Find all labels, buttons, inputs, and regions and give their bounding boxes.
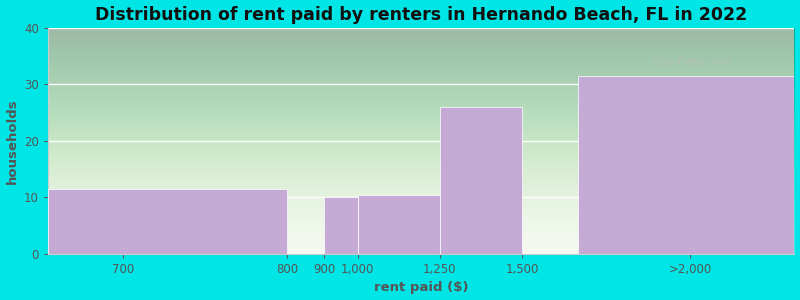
Bar — [578, 76, 794, 254]
Bar — [48, 189, 287, 254]
Bar — [358, 194, 440, 254]
Text: City-Data.com: City-Data.com — [653, 57, 732, 67]
Title: Distribution of rent paid by renters in Hernando Beach, FL in 2022: Distribution of rent paid by renters in … — [95, 6, 747, 24]
Bar — [324, 197, 358, 254]
Bar — [440, 107, 522, 254]
Y-axis label: households: households — [6, 98, 18, 184]
X-axis label: rent paid ($): rent paid ($) — [374, 281, 469, 294]
